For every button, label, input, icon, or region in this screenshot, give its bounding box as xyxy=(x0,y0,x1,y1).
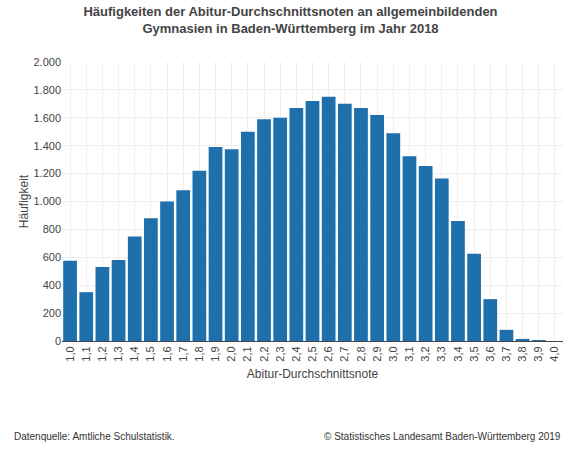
svg-text:1,5: 1,5 xyxy=(144,346,156,361)
svg-text:© Statistisches Landesamt Bade: © Statistisches Landesamt Baden-Württemb… xyxy=(324,431,561,442)
svg-text:Häufigkeit: Häufigkeit xyxy=(17,174,31,228)
svg-text:4,0: 4,0 xyxy=(548,346,560,361)
svg-text:400: 400 xyxy=(43,279,61,291)
svg-text:2,5: 2,5 xyxy=(306,346,318,361)
svg-text:3,5: 3,5 xyxy=(468,346,480,361)
svg-text:1.400: 1.400 xyxy=(33,140,61,152)
svg-text:3,7: 3,7 xyxy=(500,346,512,361)
svg-text:1,8: 1,8 xyxy=(193,346,205,361)
svg-text:1.800: 1.800 xyxy=(33,84,61,96)
svg-text:2,7: 2,7 xyxy=(338,346,350,361)
svg-text:1,1: 1,1 xyxy=(80,346,92,361)
svg-text:1.000: 1.000 xyxy=(33,195,61,207)
svg-text:Häufigkeiten der Abitur-Durchs: Häufigkeiten der Abitur-Durchschnittsnot… xyxy=(83,4,497,36)
svg-text:1,0: 1,0 xyxy=(64,346,76,361)
svg-text:1,7: 1,7 xyxy=(177,346,189,361)
svg-text:1.600: 1.600 xyxy=(33,112,61,124)
svg-text:3,8: 3,8 xyxy=(516,346,528,361)
svg-text:3,2: 3,2 xyxy=(419,346,431,361)
svg-text:1.200: 1.200 xyxy=(33,167,61,179)
svg-text:1,6: 1,6 xyxy=(161,346,173,361)
svg-text:1,2: 1,2 xyxy=(96,346,108,361)
svg-text:2,1: 2,1 xyxy=(241,346,253,361)
svg-text:Abitur-Durchschnittsnote: Abitur-Durchschnittsnote xyxy=(247,367,379,381)
svg-text:3,0: 3,0 xyxy=(387,346,399,361)
svg-text:0: 0 xyxy=(55,335,61,347)
svg-text:2,4: 2,4 xyxy=(290,346,302,361)
svg-text:2,9: 2,9 xyxy=(371,346,383,361)
svg-text:3,3: 3,3 xyxy=(435,346,447,361)
svg-text:2.000: 2.000 xyxy=(33,56,61,68)
svg-text:1,9: 1,9 xyxy=(209,346,221,361)
svg-text:2,6: 2,6 xyxy=(322,346,334,361)
svg-text:1,3: 1,3 xyxy=(112,346,124,361)
svg-text:1,4: 1,4 xyxy=(128,346,140,361)
svg-text:3,4: 3,4 xyxy=(452,346,464,361)
svg-text:Datenquelle: Amtliche Schulsta: Datenquelle: Amtliche Schulstatistik. xyxy=(14,431,175,442)
svg-text:2,3: 2,3 xyxy=(274,346,286,361)
svg-text:2,0: 2,0 xyxy=(225,346,237,361)
svg-text:3,6: 3,6 xyxy=(484,346,496,361)
svg-text:2,8: 2,8 xyxy=(355,346,367,361)
svg-text:600: 600 xyxy=(43,251,61,263)
svg-text:2,2: 2,2 xyxy=(258,346,270,361)
svg-text:800: 800 xyxy=(43,223,61,235)
svg-text:3,9: 3,9 xyxy=(532,346,544,361)
svg-text:3,1: 3,1 xyxy=(403,346,415,361)
svg-text:200: 200 xyxy=(43,307,61,319)
